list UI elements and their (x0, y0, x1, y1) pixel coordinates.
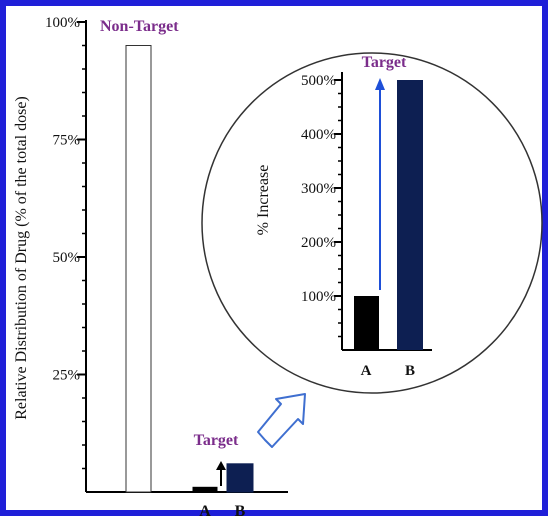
inset-circle (201, 52, 543, 394)
inset-y-tick-label: 300% (301, 181, 336, 197)
inset-y-tick-label: 200% (301, 235, 336, 251)
main-y-tick-label: 100% (45, 15, 80, 31)
main-y-axis-title: Relative Distribution of Drug (% of the … (13, 96, 30, 419)
inset-target-label: Target (362, 54, 407, 71)
main-x-tick-label-a: A (199, 503, 211, 516)
inset-chart: % Increase 100% 200% 300% 400% 500% Target A… (201, 52, 543, 394)
bar-non-target (125, 45, 152, 493)
main-chart: Relative Distribution of Drug (% of the … (13, 15, 288, 516)
non-target-label: Non-Target (100, 18, 179, 35)
inset-y-axis-title: % Increase (255, 165, 272, 236)
bar-a (192, 486, 218, 493)
main-target-label: Target (194, 432, 239, 449)
main-y-tick-label: 75% (53, 133, 81, 149)
main-x-tick-label-b: B (235, 503, 246, 516)
main-y-tick-label: 25% (53, 368, 81, 384)
main-bars (125, 45, 254, 493)
main-major-ticks: 100% 75% 50% 25% (45, 15, 86, 384)
inset-x-tick-label-b: B (405, 363, 415, 379)
inset-target-arrow-head (375, 78, 385, 90)
main-y-tick-label: 50% (53, 250, 81, 266)
main-target-arrow-head (216, 461, 226, 470)
inset-x-tick-label-a: A (361, 363, 372, 379)
inset-ticks: 100% 200% 300% 400% 500% (301, 73, 342, 338)
inset-y-tick-label: 100% (301, 289, 336, 305)
inset-bars (354, 80, 423, 350)
inset-y-tick-label: 400% (301, 127, 336, 143)
zoom-arrow-icon (257, 393, 306, 448)
inset-y-tick-label: 500% (301, 73, 336, 89)
inset-bar-a (354, 296, 379, 350)
inset-bar-b (397, 80, 423, 350)
bar-b (226, 463, 254, 493)
